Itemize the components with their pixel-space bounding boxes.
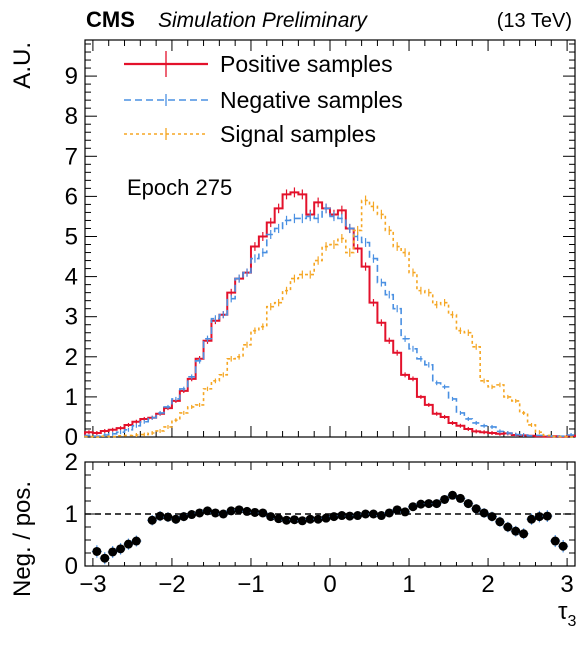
legend-label-3: Signal samples bbox=[220, 121, 376, 147]
ratio-point bbox=[329, 512, 339, 522]
ratio-point bbox=[495, 517, 505, 527]
x-tick-label: −2 bbox=[158, 571, 185, 598]
ratio-point bbox=[297, 516, 307, 526]
ratio-point bbox=[179, 512, 189, 522]
main-plot-area: 0 1 2 3 4 5 6 7 8 9 bbox=[65, 39, 576, 451]
ratio-point bbox=[131, 536, 141, 546]
epoch-annotation: Epoch 275 bbox=[127, 175, 232, 200]
ratio-point bbox=[274, 514, 284, 524]
ratio-point bbox=[440, 494, 450, 504]
main-y-tick-label: 2 bbox=[65, 344, 78, 371]
ratio-point bbox=[471, 504, 481, 514]
ratio-point bbox=[195, 508, 205, 518]
ratio-point bbox=[258, 508, 268, 518]
ratio-point bbox=[392, 505, 402, 515]
ratio-point bbox=[455, 493, 465, 503]
ratio-point bbox=[147, 515, 157, 525]
x-tick-label: −3 bbox=[79, 571, 106, 598]
x-tick-label: −1 bbox=[237, 571, 264, 598]
ratio-point bbox=[542, 511, 552, 521]
ratio-point bbox=[368, 509, 378, 519]
ratio-point bbox=[448, 490, 457, 500]
ratio-point bbox=[313, 514, 323, 524]
ratio-point bbox=[424, 499, 434, 509]
ratio-point bbox=[416, 499, 426, 509]
main-y-tick-label: 6 bbox=[65, 183, 78, 210]
ratio-point bbox=[519, 529, 529, 539]
legend-label-2: Negative samples bbox=[220, 87, 403, 113]
ratio-point bbox=[479, 508, 489, 518]
ratio-point bbox=[550, 536, 560, 546]
header-energy: (13 TeV) bbox=[497, 10, 572, 32]
main-y-axis-label: A.U. bbox=[9, 42, 36, 89]
ratio-point bbox=[305, 514, 315, 524]
main-y-tick-label: 3 bbox=[65, 304, 78, 331]
ratio-point bbox=[163, 512, 173, 522]
ratio-y-tick-label: 1 bbox=[65, 501, 78, 528]
ratio-point bbox=[503, 522, 513, 532]
main-y-tick-label: 4 bbox=[65, 264, 78, 291]
main-y-tick-label: 5 bbox=[65, 223, 78, 250]
ratio-point bbox=[218, 509, 228, 519]
x-tick-label: 3 bbox=[560, 571, 573, 598]
ratio-point bbox=[337, 511, 347, 521]
ratio-point bbox=[558, 541, 568, 551]
ratio-point bbox=[250, 507, 260, 517]
ratio-point bbox=[345, 511, 355, 521]
ratio-point bbox=[487, 512, 497, 522]
ratio-point bbox=[100, 553, 110, 563]
x-axis-label-sub: 3 bbox=[567, 613, 576, 630]
ratio-point bbox=[463, 499, 473, 509]
ratio-point bbox=[408, 502, 418, 512]
ratio-point bbox=[234, 505, 244, 515]
main-y-tick-label: 1 bbox=[65, 384, 78, 411]
ratio-point bbox=[376, 511, 386, 521]
ratio-point bbox=[400, 507, 410, 517]
ratio-point bbox=[203, 506, 212, 516]
ratio-point bbox=[210, 508, 220, 518]
x-tick-label: 1 bbox=[402, 571, 415, 598]
ratio-point bbox=[171, 514, 181, 524]
ratio-point bbox=[282, 515, 292, 525]
ratio-point bbox=[511, 526, 521, 536]
ratio-y-axis-label: Neg. / pos. bbox=[9, 481, 36, 597]
ratio-point bbox=[361, 509, 371, 519]
ratio-plot-area: −3 −2 −1 0 1 2 3 0 1 2 bbox=[65, 449, 576, 598]
ratio-point bbox=[226, 506, 236, 516]
ratio-point bbox=[108, 547, 118, 557]
series-positive-samples-line bbox=[84, 191, 576, 438]
ratio-point bbox=[534, 512, 544, 522]
ratio-y-tick-label: 0 bbox=[65, 553, 78, 580]
ratio-point bbox=[155, 511, 165, 521]
ratio-point bbox=[242, 506, 252, 516]
legend-label-1: Positive samples bbox=[220, 51, 393, 77]
series-negative-samples-line bbox=[84, 207, 576, 437]
series-signal-samples-line bbox=[84, 199, 575, 438]
x-tick-label: 2 bbox=[481, 571, 494, 598]
ratio-point bbox=[266, 512, 276, 522]
ratio-point bbox=[187, 510, 197, 520]
main-y-tick-label: 7 bbox=[65, 143, 78, 170]
x-axis-label-tau: τ bbox=[558, 598, 568, 625]
ratio-point bbox=[321, 513, 331, 523]
ratio-point bbox=[116, 544, 126, 554]
header-status: Simulation Preliminary bbox=[158, 9, 368, 32]
main-y-tick-label: 0 bbox=[65, 424, 78, 451]
main-y-tick-label: 8 bbox=[65, 103, 78, 130]
ratio-point bbox=[92, 546, 102, 556]
x-axis-label: τ3 bbox=[558, 598, 576, 630]
ratio-point bbox=[384, 508, 394, 518]
x-tick-label: 0 bbox=[323, 571, 336, 598]
ratio-point bbox=[289, 515, 299, 525]
ratio-y-tick-label: 2 bbox=[65, 449, 78, 476]
ratio-point bbox=[353, 511, 363, 521]
legend: Positive samples Negative samples Signal s… bbox=[124, 51, 403, 147]
ratio-point bbox=[527, 514, 537, 524]
ratio-point bbox=[432, 499, 442, 509]
main-y-tick-label: 9 bbox=[65, 63, 78, 90]
header-experiment: CMS bbox=[86, 7, 135, 32]
ratio-point bbox=[123, 539, 133, 549]
